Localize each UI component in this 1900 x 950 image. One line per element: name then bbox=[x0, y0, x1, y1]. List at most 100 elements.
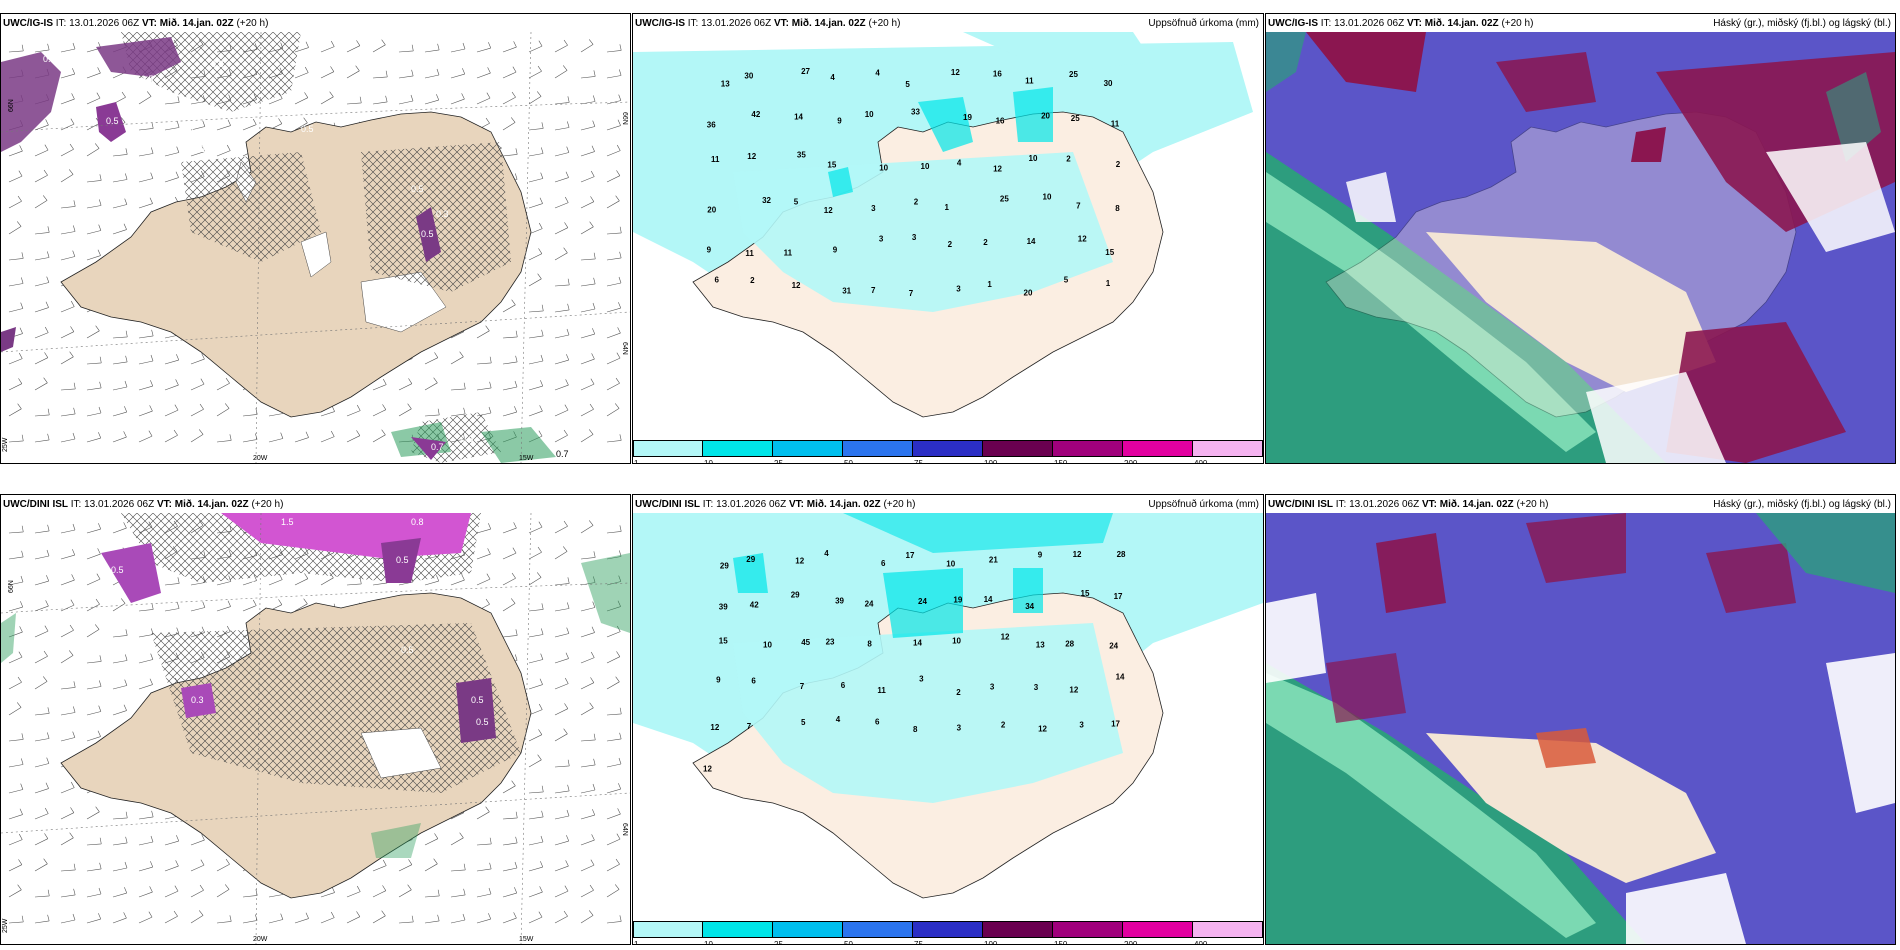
wind-barb bbox=[112, 598, 126, 612]
precip-value: 13 bbox=[721, 80, 730, 89]
precip-value: 23 bbox=[826, 638, 835, 647]
wind-barb bbox=[398, 403, 412, 417]
wind-barb bbox=[606, 403, 620, 417]
precip-value: 3 bbox=[990, 683, 995, 692]
wind-barb bbox=[8, 302, 24, 313]
precip-value: 7 bbox=[871, 286, 876, 295]
wind-barb bbox=[294, 92, 309, 105]
wind-barb bbox=[528, 40, 543, 53]
wind-barb bbox=[528, 122, 544, 131]
lon-label: 20W bbox=[253, 455, 268, 462]
wind-barb bbox=[502, 522, 517, 534]
wind-barb bbox=[580, 809, 596, 820]
wind-barb bbox=[580, 170, 595, 183]
wind-barb bbox=[502, 91, 516, 105]
wind-barb bbox=[112, 406, 128, 417]
precip-value: 20 bbox=[1041, 111, 1050, 120]
wind-barb bbox=[34, 625, 49, 638]
precip-value: 12 bbox=[1069, 686, 1078, 695]
precip-value: 32 bbox=[762, 196, 771, 205]
wind-barb bbox=[606, 625, 621, 638]
lat-label: 66N bbox=[8, 99, 15, 112]
wind-barb bbox=[528, 703, 543, 716]
wind-barb bbox=[8, 915, 24, 924]
precip-value: 30 bbox=[1104, 79, 1113, 88]
precip-value: 17 bbox=[906, 551, 915, 560]
precip-value: 25 bbox=[1069, 70, 1078, 79]
wind-barb bbox=[502, 547, 517, 560]
panel-subtitle: Háský (gr.), miðský (fj.bl.) og lágský (… bbox=[1713, 18, 1891, 29]
wind-barb bbox=[528, 273, 542, 287]
wind-barb bbox=[606, 732, 622, 742]
wind-barb bbox=[60, 68, 76, 79]
ice-label: 0.2 bbox=[361, 59, 374, 69]
precip-value: 35 bbox=[797, 150, 806, 159]
wind-barb bbox=[606, 302, 622, 313]
ice-label: 0.5 bbox=[411, 184, 424, 194]
precip-value: 14 bbox=[1116, 672, 1125, 681]
precip-value: 14 bbox=[794, 113, 803, 122]
precip-value: 14 bbox=[1027, 237, 1036, 246]
wind-barb bbox=[112, 431, 127, 443]
wind-barb bbox=[580, 677, 595, 690]
precip-value: 1 bbox=[945, 203, 950, 212]
wind-barb bbox=[502, 629, 518, 638]
wind-barb bbox=[60, 913, 76, 924]
precip-value: 29 bbox=[720, 562, 729, 571]
wind-barb bbox=[580, 429, 594, 443]
wind-barb bbox=[138, 380, 154, 391]
wind-barb bbox=[294, 912, 309, 924]
precip-legend: 1 10 25 50 75 100 150 200 400 bbox=[633, 921, 1263, 944]
wind-barb bbox=[60, 832, 74, 846]
wind-barb bbox=[580, 733, 596, 742]
wind-barb bbox=[34, 377, 48, 391]
wind-barb bbox=[580, 221, 594, 235]
wind-barb bbox=[450, 68, 466, 79]
precip-value: 29 bbox=[791, 590, 800, 599]
wind-barb bbox=[580, 651, 595, 664]
wind-barb bbox=[164, 577, 180, 586]
wind-barb bbox=[138, 430, 153, 443]
wind-barb bbox=[554, 652, 569, 664]
lat-label: 64N bbox=[621, 342, 628, 355]
wind-barb bbox=[476, 548, 491, 560]
wind-barb bbox=[502, 598, 516, 612]
legend-tick: 25 bbox=[774, 459, 783, 464]
wind-barb bbox=[476, 837, 492, 846]
wind-barb bbox=[60, 407, 76, 417]
panel-title: UWC/IG-IS IT: 13.01.2026 06Z VT: Mið. 14… bbox=[3, 18, 269, 29]
precip-value: 5 bbox=[794, 197, 799, 206]
ice-label: 0.3 bbox=[461, 434, 474, 444]
wind-barb bbox=[112, 173, 128, 183]
ice-label: 0.3 bbox=[211, 59, 224, 69]
wind-barb bbox=[112, 522, 127, 534]
panel-top-left-icing: UWC/IG-IS IT: 13.01.2026 06Z VT: Mið. 14… bbox=[0, 13, 631, 464]
wind-barb bbox=[528, 248, 543, 261]
wind-barb bbox=[138, 91, 152, 105]
wind-barb bbox=[60, 93, 75, 105]
wind-barb bbox=[606, 550, 622, 560]
legend-tick: 10 bbox=[704, 940, 713, 945]
wind-barb bbox=[8, 195, 22, 209]
wind-barb bbox=[86, 325, 100, 339]
wind-barb bbox=[528, 405, 543, 417]
wind-barb bbox=[190, 859, 205, 872]
wind-barb bbox=[34, 276, 50, 287]
wind-barb bbox=[528, 572, 542, 586]
precip-value: 6 bbox=[881, 559, 886, 568]
wind-barb bbox=[554, 627, 570, 638]
precip-value: 2 bbox=[956, 688, 961, 697]
precip-value: 29 bbox=[746, 555, 755, 564]
wind-barb bbox=[8, 221, 22, 235]
wind-barb bbox=[450, 863, 466, 872]
wind-barb bbox=[502, 355, 518, 365]
wind-barb bbox=[216, 377, 230, 391]
wind-barb bbox=[86, 523, 102, 534]
wind-barb bbox=[554, 247, 568, 261]
wind-barb bbox=[554, 222, 569, 235]
wind-barb bbox=[554, 677, 569, 690]
wind-barb bbox=[86, 730, 101, 742]
wind-barb bbox=[554, 885, 569, 898]
precip-value: 45 bbox=[801, 638, 810, 647]
wind-barb bbox=[86, 598, 100, 612]
